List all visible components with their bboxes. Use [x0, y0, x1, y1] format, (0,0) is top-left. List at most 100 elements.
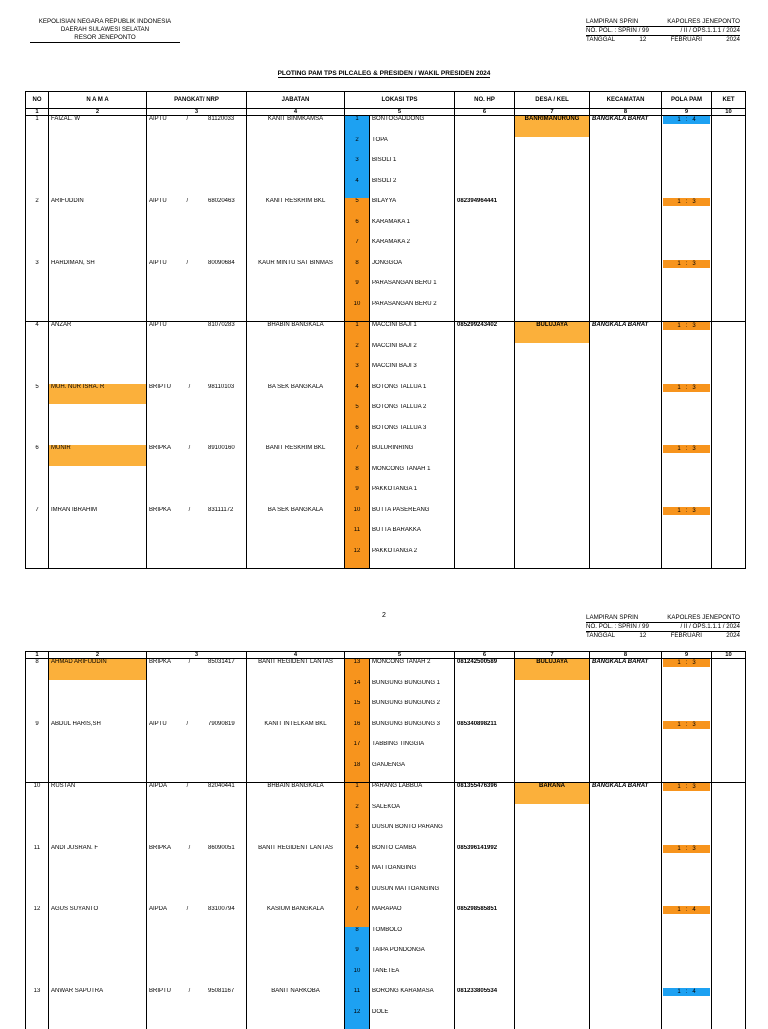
cell-tps-name: PARASANGAN BERU 1 [370, 280, 455, 301]
cell-hp [455, 363, 515, 384]
cell-tps-name: MONCONG TANAH 1 [370, 466, 455, 487]
pangkat-pk: AIPTU [149, 322, 167, 329]
cell-hp [455, 116, 515, 137]
cell-tps-number: 6 [345, 886, 370, 907]
cell-tps-number: 3 [345, 363, 370, 384]
cell-tps-name: MACCINI BAJI 1 [370, 322, 455, 343]
cell-hp: 082394964441 [455, 198, 515, 219]
pangkat-slash: / [185, 659, 195, 666]
cell-jabatan [247, 762, 345, 783]
cell-pola [662, 527, 712, 548]
cell-desa [515, 845, 590, 866]
cell-hp [455, 507, 515, 528]
cell-jabatan: BANIT REGIDENT LANTAS [247, 659, 345, 680]
cell-ket [712, 260, 746, 281]
cell-desa [515, 219, 590, 240]
cell-kecamatan [590, 947, 662, 968]
pangkat-pk: AIPDA [149, 783, 167, 790]
pangkat-pk: BRIPKA [149, 507, 171, 514]
cell-ket [712, 680, 746, 701]
cell-hp [455, 527, 515, 548]
cell-desa [515, 404, 590, 425]
cell-pangkat: AIPDA/83100794 [147, 906, 247, 927]
cell-tps-name: BILAYYA [370, 198, 455, 219]
cell-tps-number: 5 [345, 198, 370, 219]
cell-pangkat [147, 425, 247, 446]
cell-kecamatan [590, 466, 662, 487]
pangkat-pk: BRIPKA [149, 845, 171, 852]
pola-badge: 1 : 4 [663, 988, 710, 996]
cell-kecamatan [590, 445, 662, 466]
col-nama: N A M A [49, 92, 147, 109]
cell-hp [455, 343, 515, 364]
col-num: 7 [515, 109, 590, 116]
pangkat-pk: BRIPTU [149, 988, 171, 995]
cell-desa [515, 886, 590, 907]
cell-desa [515, 343, 590, 364]
cell-hp: 085396141992 [455, 845, 515, 866]
org-line-3: RESOR JENEPONTO [30, 34, 180, 43]
cell-pangkat [147, 886, 247, 907]
cell-no: 7 [26, 507, 49, 528]
cell-desa [515, 762, 590, 783]
cell-nama: ABDUL HARIS,SH [49, 721, 147, 742]
cell-nama [49, 527, 147, 548]
pangkat-pk: AIPDA [149, 906, 167, 913]
cell-pola: 1 : 4 [662, 116, 712, 137]
col-num: 1 [26, 109, 49, 116]
col-num: 2 [49, 109, 147, 116]
pangkat-slash: / [182, 198, 192, 205]
cell-pangkat [147, 178, 247, 199]
cell-tps-name: BUNGUNG BUNGUNG 2 [370, 700, 455, 721]
cell-pola [662, 178, 712, 199]
cell-pangkat: BRIPTU/98110103 [147, 384, 247, 405]
cell-pangkat [147, 219, 247, 240]
cell-desa [515, 157, 590, 178]
cell-hp [455, 824, 515, 845]
cell-tps-number: 14 [345, 680, 370, 701]
pola-badge: 1 : 3 [663, 445, 710, 453]
cell-jabatan [247, 548, 345, 569]
pangkat-nrp: 79090819 [208, 721, 244, 728]
cell-ket [712, 783, 746, 804]
pangkat-pk: BRIPKA [149, 445, 171, 452]
cell-desa [515, 906, 590, 927]
cell-ket [712, 548, 746, 569]
cell-tps-name: TOMBOLO [370, 927, 455, 948]
cell-jabatan [247, 157, 345, 178]
cell-no: 5 [26, 384, 49, 405]
cell-tps-name: TABBING TINGGIA [370, 741, 455, 762]
cell-jabatan: BA SEK BANGKALA [247, 507, 345, 528]
cell-no: 9 [26, 721, 49, 742]
cell-ket [712, 527, 746, 548]
cell-pola [662, 343, 712, 364]
cell-pola [662, 404, 712, 425]
cell-pola [662, 363, 712, 384]
cell-tps-number: 15 [345, 700, 370, 721]
cell-kecamatan [590, 804, 662, 825]
cell-hp [455, 548, 515, 569]
cell-hp [455, 741, 515, 762]
cell-tps-name: MATTOANGING [370, 865, 455, 886]
cell-ket [712, 178, 746, 199]
cell-pangkat [147, 343, 247, 364]
cell-pola [662, 968, 712, 989]
cell-kecamatan [590, 865, 662, 886]
cell-hp: 081355476396 [455, 783, 515, 804]
pangkat-slash: / [183, 906, 193, 913]
cell-hp [455, 865, 515, 886]
cell-ket [712, 301, 746, 322]
cell-no [26, 968, 49, 989]
cell-nama [49, 886, 147, 907]
